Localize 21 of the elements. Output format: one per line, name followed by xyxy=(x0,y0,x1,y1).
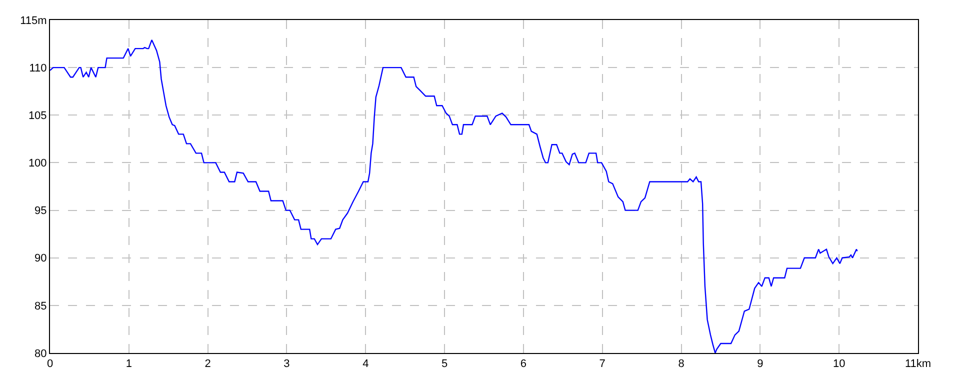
x-tick-label: 2 xyxy=(204,358,211,370)
y-tick-label: 85 xyxy=(34,300,47,312)
x-tick-label: 9 xyxy=(757,358,764,370)
y-tick-label: 95 xyxy=(34,205,47,218)
x-tick-label: 6 xyxy=(520,358,527,370)
y-tick-label: 90 xyxy=(34,252,47,265)
x-tick-label: 0 xyxy=(46,358,54,370)
x-tick-label: 11km xyxy=(904,358,932,370)
x-tick-label: 1 xyxy=(126,358,132,370)
x-tick-label: 10 xyxy=(832,358,846,370)
y-tick-label: 100 xyxy=(28,158,47,170)
y-tick-label: 105 xyxy=(28,110,47,122)
x-tick-label: 7 xyxy=(599,358,606,370)
x-tick-label: 4 xyxy=(362,358,369,370)
x-tick-label: 3 xyxy=(284,358,290,370)
y-tick-label: 115m xyxy=(20,14,47,27)
x-tick-label: 8 xyxy=(678,358,684,370)
x-tick-label: 5 xyxy=(441,358,448,370)
line-series xyxy=(50,39,858,353)
y-tick-label: 110 xyxy=(29,62,47,74)
y-tick-label: 80 xyxy=(34,348,47,360)
